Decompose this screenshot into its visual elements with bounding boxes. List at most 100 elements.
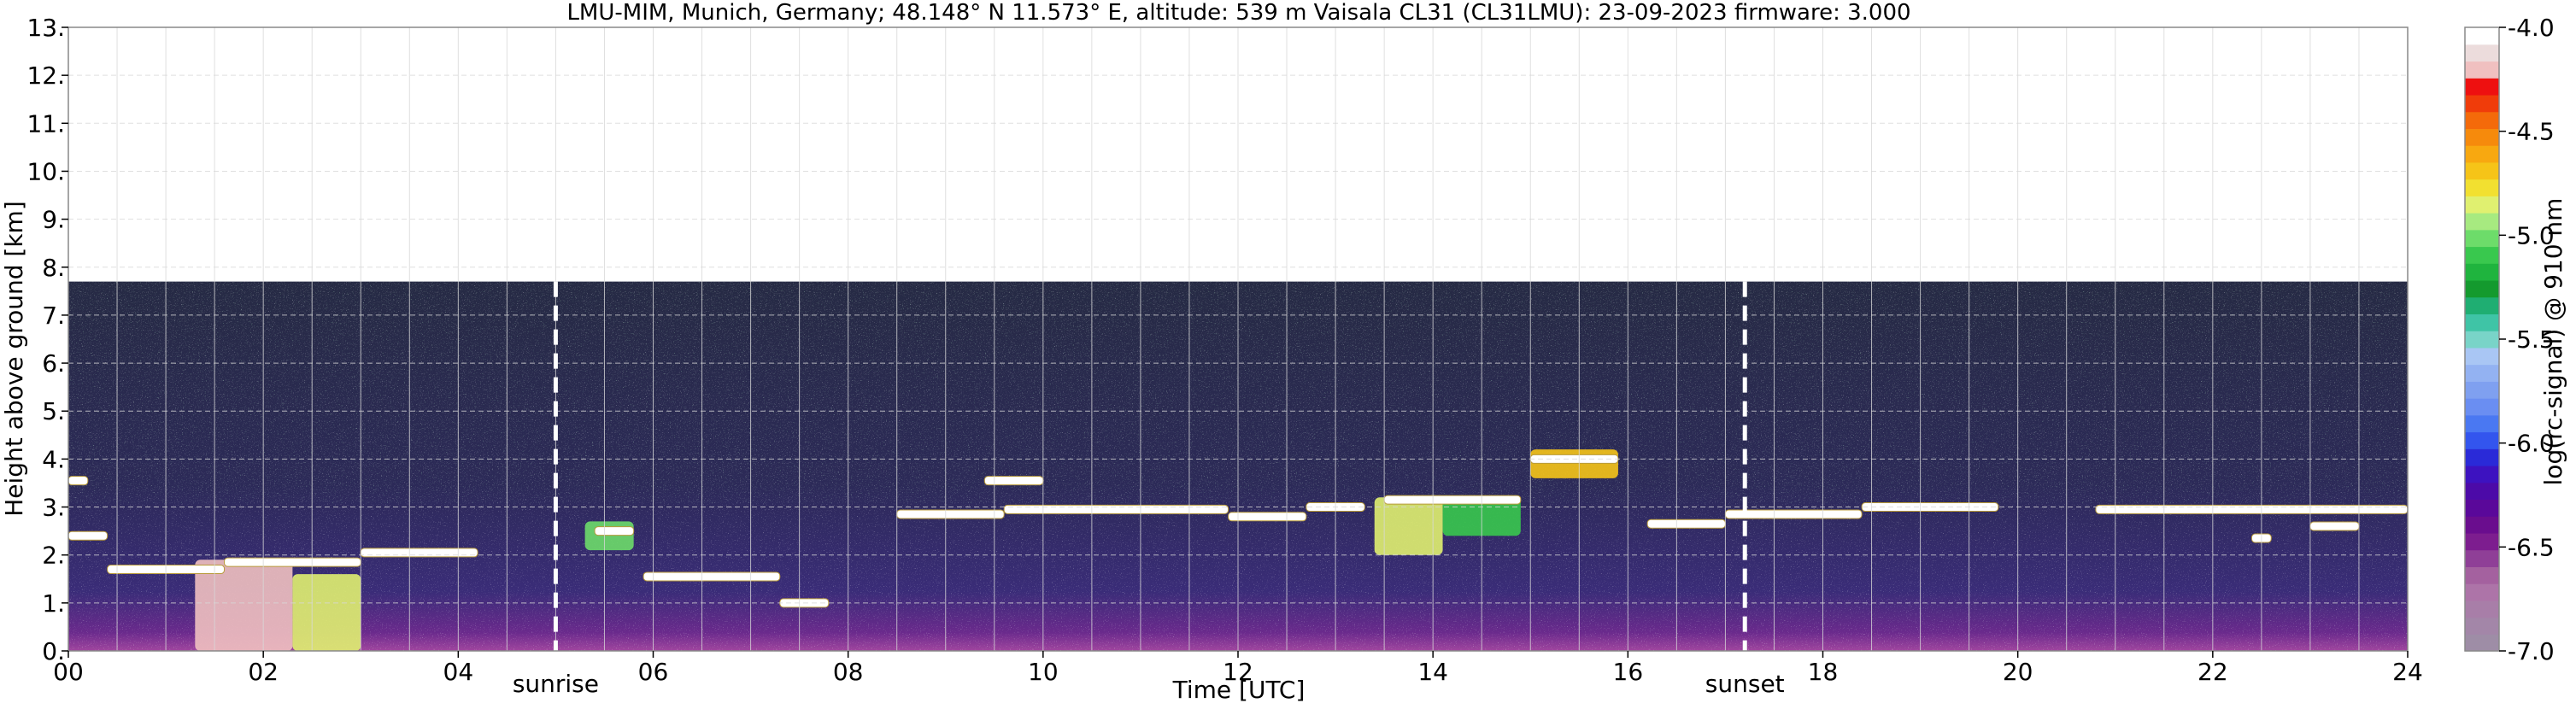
- colorbar-segment: [2465, 128, 2499, 146]
- signal-patch: [584, 521, 634, 551]
- colorbar-segment: [2465, 549, 2499, 567]
- colorbar-segment: [2465, 465, 2499, 483]
- colorbar-segment: [2465, 213, 2499, 231]
- colorbar-tick-label: -4.0: [2508, 14, 2555, 42]
- colorbar-segment: [2465, 27, 2499, 45]
- cloud-layer: [67, 530, 109, 541]
- colorbar-label: log(rc-signal) @ 910 nm: [2539, 198, 2567, 486]
- y-tick-label: 10.: [26, 157, 65, 185]
- colorbar-segment: [2465, 583, 2499, 601]
- colorbar-segment: [2465, 179, 2499, 196]
- cloud-layer: [1003, 504, 1229, 514]
- x-axis: 00 02 04 06 08 10 12 14 16 18 20 22 24: [53, 651, 2423, 686]
- y-axis-label: Height above ground [km]: [0, 201, 28, 517]
- colorbar-tick-label: -5.5: [2508, 325, 2555, 354]
- x-tick-label: 04: [443, 658, 474, 686]
- x-tick-label: 14: [1417, 658, 1448, 686]
- signal-patch: [292, 574, 361, 651]
- x-axis-label: Time [UTC]: [1172, 676, 1306, 704]
- x-tick-label: 00: [53, 658, 84, 686]
- y-tick-label: 9.: [42, 206, 65, 234]
- event-lines: sunrise sunset: [513, 281, 1785, 698]
- x-tick-label: 10: [1028, 658, 1059, 686]
- colorbar-segment: [2465, 448, 2499, 466]
- y-tick-label: 12.: [26, 62, 65, 90]
- colorbar-segment: [2465, 600, 2499, 618]
- colorbar-segment: [2465, 566, 2499, 584]
- y-axis: 0. 1. 2. 3. 4. 5. 6. 7. 8. 9. 10. 11. 12. 13.: [26, 14, 68, 665]
- cloud-layer: [896, 509, 1005, 519]
- colorbar-segment: [2465, 516, 2499, 534]
- colorbar-segment: [2465, 364, 2499, 382]
- cloud-layer: [224, 557, 361, 567]
- colorbar-segment: [2465, 263, 2499, 281]
- colorbar-segment: [2465, 313, 2499, 331]
- colorbar-segment: [2465, 78, 2499, 96]
- x-tick-label: 06: [638, 658, 669, 686]
- cloud-layer: [1861, 502, 1999, 513]
- colorbar-segment: [2465, 347, 2499, 366]
- colorbar-segment: [2465, 482, 2499, 501]
- x-tick-label: 20: [2003, 658, 2033, 686]
- y-tick-label: 7.: [42, 302, 65, 330]
- event-label: sunset: [1705, 670, 1785, 698]
- colorbar-segment: [2465, 381, 2499, 399]
- chart-title: LMU-MIM, Munich, Germany; 48.148° N 11.5…: [566, 0, 1910, 26]
- cloud-layer: [2095, 504, 2409, 514]
- colorbar-segment: [2465, 296, 2499, 315]
- colorbar-segment: [2465, 279, 2499, 298]
- colorbar-segment: [2465, 94, 2499, 113]
- signal-patch: [1530, 449, 1618, 478]
- y-tick-label: 5.: [42, 397, 65, 425]
- colorbar-segment: [2465, 532, 2499, 551]
- colorbar-segment: [2465, 145, 2499, 163]
- colorbar-segment: [2465, 61, 2499, 79]
- colorbar-tick-label: -6.0: [2508, 430, 2555, 458]
- cloud-layer: [67, 476, 89, 486]
- colorbar-tick-label: -7.0: [2508, 637, 2555, 665]
- x-tick-label: 18: [1808, 658, 1839, 686]
- cloud-layer: [594, 526, 635, 536]
- event-label: sunrise: [513, 670, 599, 698]
- colorbar-segment: [2465, 44, 2499, 62]
- x-tick-label: 02: [248, 658, 279, 686]
- colorbar-segment: [2465, 431, 2499, 449]
- signal-patch: [1374, 497, 1443, 555]
- cloud-layer: [2309, 521, 2360, 531]
- y-tick-label: 1.: [42, 589, 65, 618]
- colorbar-segment: [2465, 634, 2499, 652]
- colorbar-segment: [2465, 229, 2499, 248]
- cloud-layer: [643, 571, 781, 582]
- y-tick-label: 13.: [26, 14, 65, 42]
- signal-patch: [195, 560, 293, 651]
- x-tick-label: 24: [2392, 658, 2423, 686]
- colorbar: -4.0 -4.5 -5.0 -5.5 -6.0 -6.5 -7.0: [2464, 14, 2555, 665]
- x-tick-label: 22: [2198, 658, 2228, 686]
- cloud-layer: [1646, 519, 1726, 529]
- colorbar-tick-label: -5.0: [2508, 221, 2555, 249]
- colorbar-tick-label: -4.5: [2508, 118, 2555, 146]
- colorbar-segment: [2465, 331, 2499, 349]
- colorbar-segment: [2465, 414, 2499, 433]
- y-tick-label: 11.: [26, 109, 65, 138]
- colorbar-segment: [2465, 246, 2499, 264]
- colorbar-segment: [2465, 499, 2499, 517]
- colorbar-tick-label: -6.5: [2508, 533, 2555, 561]
- y-tick-label: 0.: [42, 637, 65, 665]
- cloud-layer: [1228, 512, 1307, 522]
- colorbar-segment: [2465, 398, 2499, 416]
- y-tick-label: 6.: [42, 349, 65, 378]
- colorbar-segment: [2465, 111, 2499, 129]
- cloud-layer: [360, 548, 478, 558]
- colorbar-segment: [2465, 196, 2499, 214]
- x-tick-label: 08: [833, 658, 864, 686]
- colorbar-segment: [2465, 617, 2499, 635]
- colorbar-segment: [2465, 161, 2499, 180]
- cloud-layer: [1383, 495, 1522, 505]
- y-tick-label: 8.: [42, 254, 65, 282]
- x-tick-label: 16: [1613, 658, 1644, 686]
- cloud-layer: [983, 476, 1044, 486]
- cloud-layers: [67, 454, 2409, 608]
